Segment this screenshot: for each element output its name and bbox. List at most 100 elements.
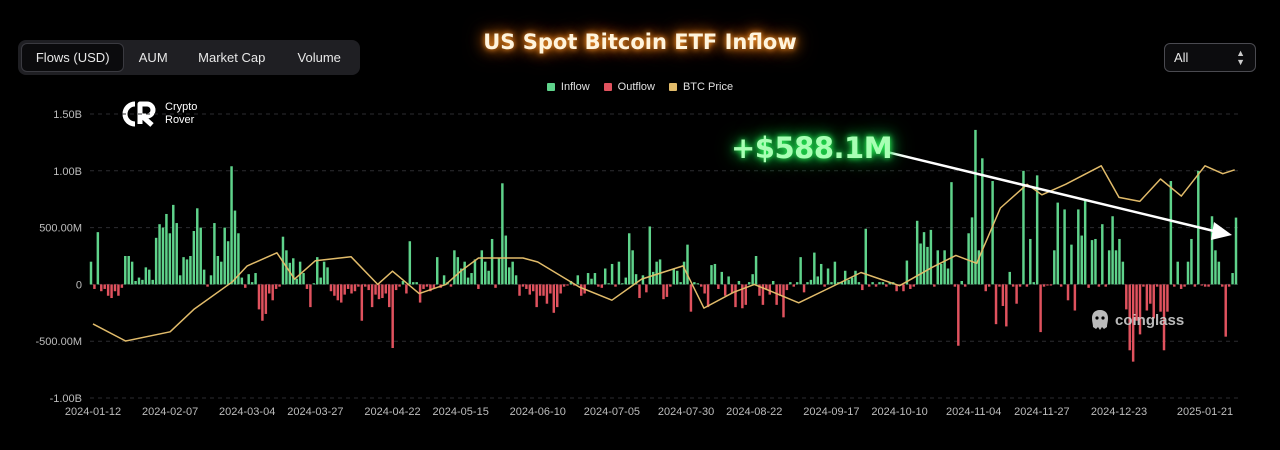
outflow-bar (1073, 284, 1077, 311)
outflow-bar (1142, 284, 1145, 287)
inflow-bar (470, 273, 473, 285)
outflow-bar (1087, 284, 1090, 288)
inflow-bar (292, 258, 295, 285)
inflow-bar (1080, 235, 1083, 285)
y-tick-label: -500.00M (36, 336, 82, 348)
inflow-bar (864, 228, 867, 285)
inflow-bar (720, 271, 724, 285)
outflow-bar (494, 284, 497, 288)
legend-btc-price[interactable]: BTC Price (668, 81, 733, 93)
inflow-bar (1056, 202, 1059, 285)
coinglass-logo-icon (1092, 310, 1108, 330)
inflow-bar (175, 223, 178, 285)
outflow-bar (957, 284, 960, 346)
tab-market-cap[interactable]: Market Cap (198, 50, 266, 65)
inflow-bar (713, 263, 717, 285)
tab-flows-usd[interactable]: Flows (USD) (21, 43, 125, 72)
inflow-bar (1035, 175, 1039, 285)
inflow-bar (631, 250, 634, 285)
inflow-bar (830, 282, 833, 285)
y-tick-label: 0 (76, 279, 82, 291)
inflow-bar (322, 261, 326, 285)
outflow-bar (1005, 284, 1008, 327)
inflow-bar (1214, 250, 1217, 285)
inflow-bar (172, 204, 175, 285)
inflow-bar (490, 238, 494, 285)
outflow-bar (388, 284, 391, 308)
inflow-bar (250, 282, 254, 285)
inflow-bar (298, 261, 302, 285)
inflow-bar (857, 282, 861, 285)
outflow-bar (555, 284, 559, 308)
inflow-bar (799, 257, 802, 285)
inflow-bar (840, 282, 843, 285)
inflow-bar (473, 259, 477, 285)
legend-outflow[interactable]: Outflow (603, 81, 655, 93)
x-tick-label: 2024-01-12 (65, 406, 121, 418)
tab-volume[interactable]: Volume (297, 50, 341, 65)
outflow-bar (669, 284, 672, 287)
inflow-bar (795, 282, 799, 285)
outflow-bar (103, 284, 106, 289)
outflow-bar (1046, 284, 1049, 286)
inflow-bar (137, 277, 141, 285)
outflow-bar (730, 284, 734, 294)
inflow-bar (878, 282, 881, 285)
callout-arrowhead-icon (1211, 222, 1232, 240)
outflow-bar (1145, 284, 1149, 311)
inflow-bar (974, 129, 977, 285)
inflow-bar (466, 277, 470, 285)
logo-line1: Crypto (165, 101, 198, 113)
inflow-bar (312, 283, 316, 285)
outflow-bar (782, 284, 785, 318)
outflow-bar (1162, 284, 1166, 351)
outflow-bar (902, 284, 905, 292)
inflow-bar (1070, 244, 1073, 285)
outflow-bar (1193, 284, 1197, 287)
inflow-bar (617, 261, 621, 285)
inflow-bar (651, 271, 655, 285)
outflow-bar (573, 284, 576, 286)
legend-inflow[interactable]: Inflow (546, 81, 590, 93)
inflow-bar (1022, 170, 1025, 285)
inflow-bar (1029, 238, 1032, 285)
inflow-bar (130, 261, 134, 285)
callout-arrow-line (886, 150, 1219, 234)
inflow-bar (96, 232, 100, 285)
outflow-bar (1049, 284, 1053, 286)
x-tick-label: 2025-01-21 (1177, 406, 1233, 418)
inflow-bar (672, 268, 676, 285)
inflow-bar (514, 275, 518, 285)
inflow-bar (967, 233, 970, 285)
inflow-bar (813, 252, 816, 285)
outflow-bar (244, 284, 247, 288)
inflow-bar (1083, 200, 1087, 285)
outflow-bar (1221, 284, 1224, 287)
inflow-bar (226, 241, 230, 285)
x-tick-label: 2024-03-27 (287, 406, 343, 418)
outflow-bar (449, 284, 453, 287)
inflow-bar (178, 275, 182, 285)
outflow-bar (545, 284, 549, 304)
inflow-bar (1217, 261, 1221, 285)
outflow-bar (987, 284, 991, 287)
outflow-bar (405, 284, 408, 294)
outflow-bar (1183, 284, 1186, 287)
inflow-bar (240, 277, 244, 285)
tab-aum[interactable]: AUM (138, 50, 168, 65)
range-select[interactable]: All ▲ ▼ (1164, 43, 1256, 72)
outflow-bar (1179, 284, 1183, 289)
inflow-bar (586, 273, 590, 285)
outflow-bar (1200, 284, 1203, 286)
inflow-bar (1176, 261, 1179, 285)
outflow-bar (552, 284, 556, 313)
logo-text: Crypto Rover (165, 101, 197, 127)
inflow-bar (1090, 240, 1094, 285)
inflow-bar (456, 257, 460, 285)
inflow-bar (412, 282, 415, 285)
x-tick-label: 2024-07-30 (658, 406, 714, 418)
inflow-bar (1186, 261, 1190, 285)
outflow-bar (823, 284, 826, 287)
inflow-bar (511, 261, 514, 285)
inflow-bar (442, 275, 446, 285)
